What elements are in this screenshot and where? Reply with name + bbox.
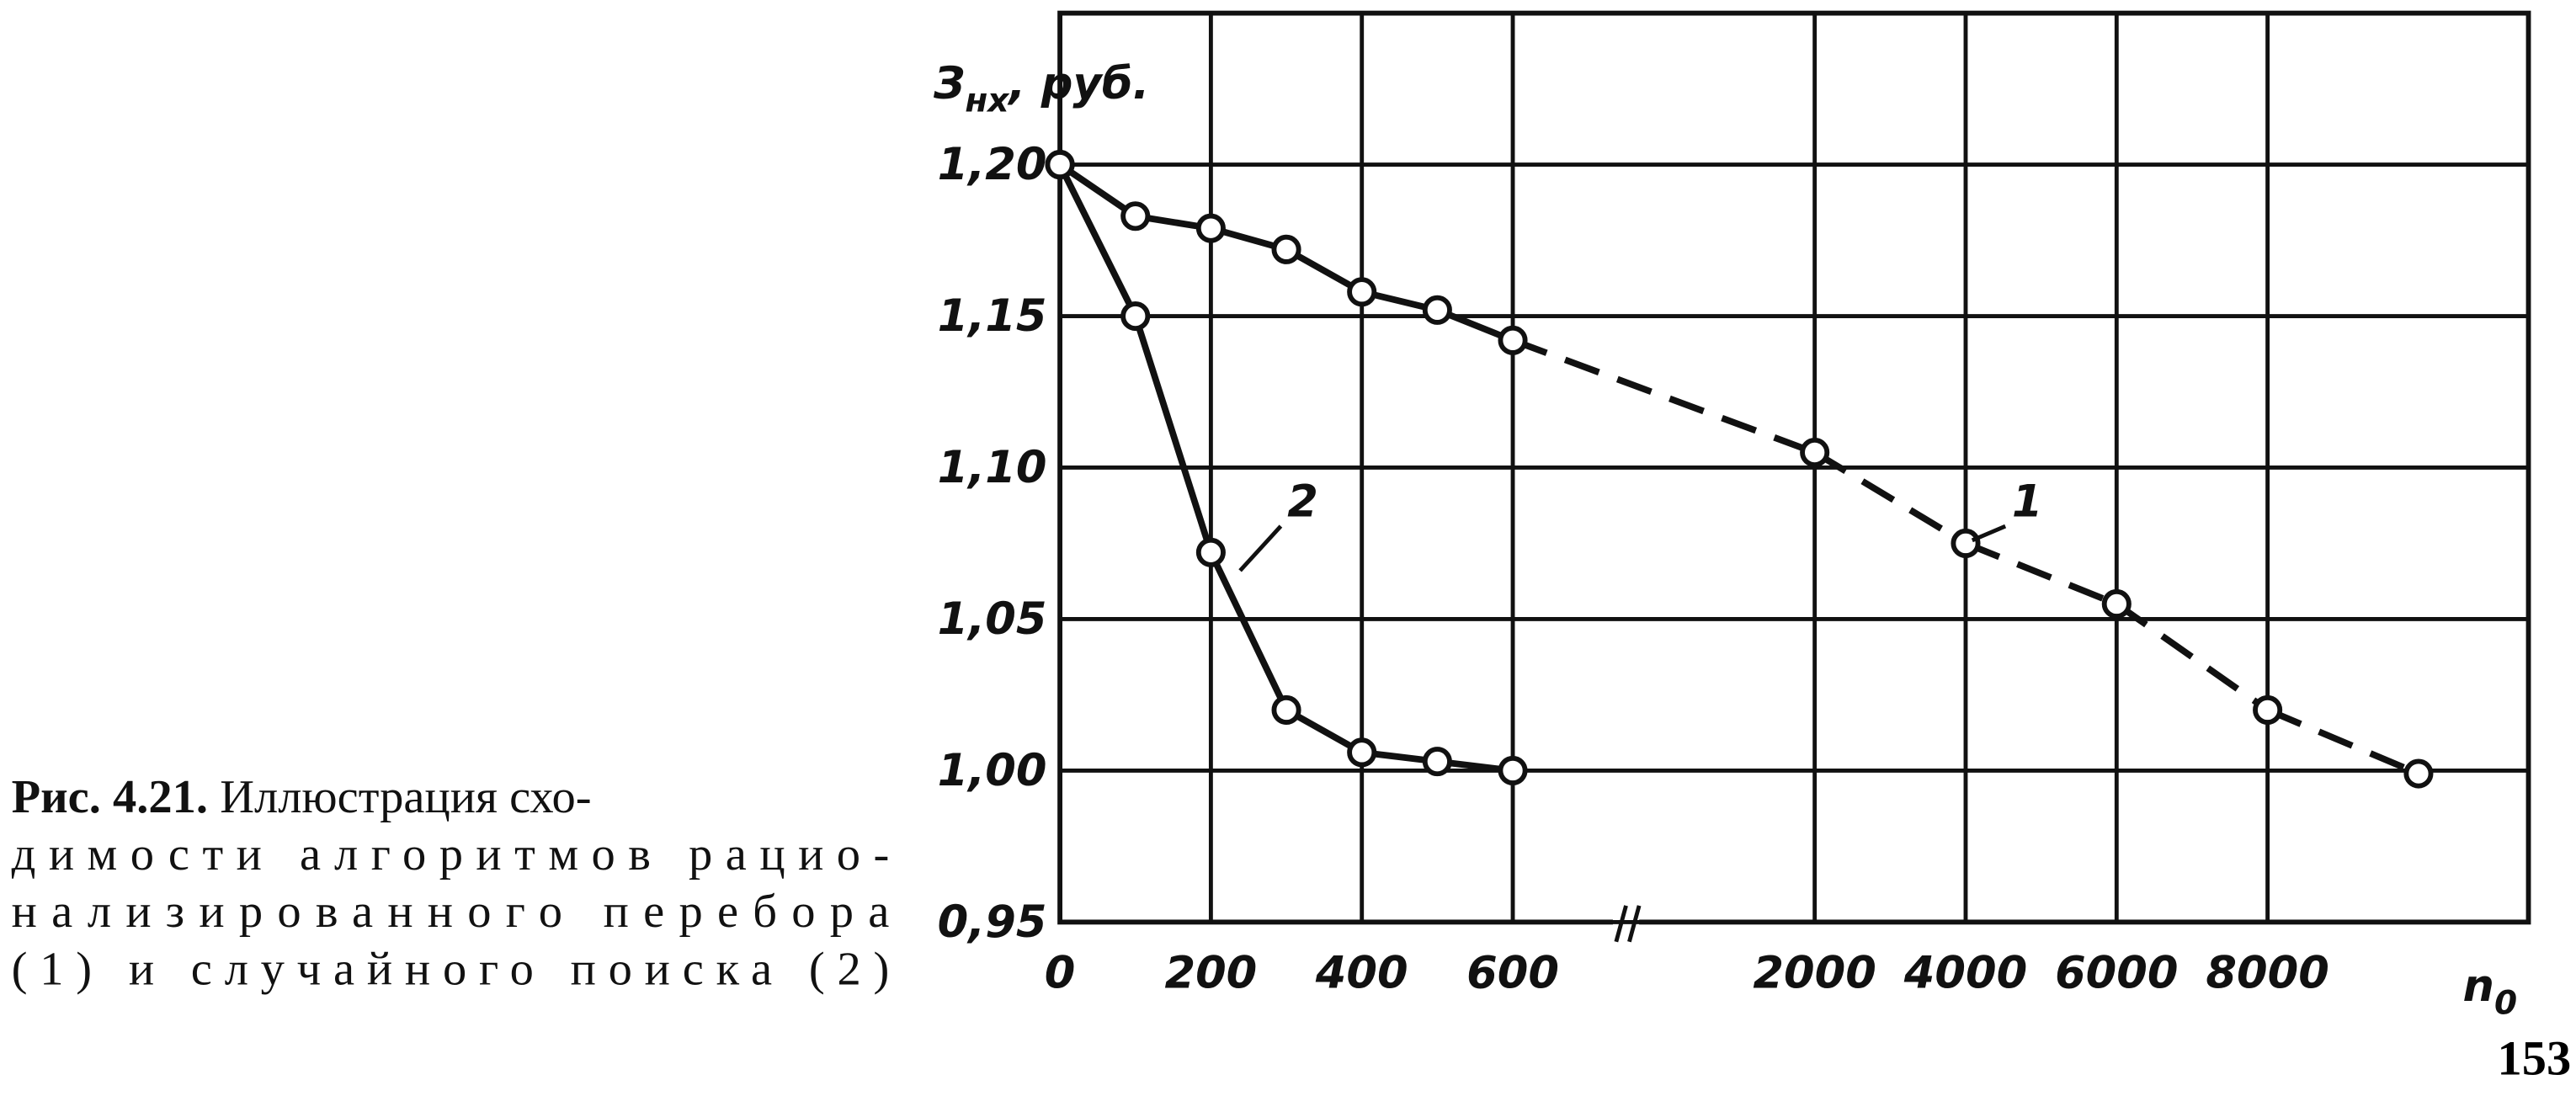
x-axis-label: n0 bbox=[2463, 960, 2518, 1023]
caption-label: Рис. 4.21. bbox=[12, 771, 208, 823]
marker bbox=[1951, 528, 1981, 559]
marker bbox=[1498, 325, 1528, 355]
y-tick-label: 1,10 bbox=[938, 442, 1047, 493]
y-label-main: З bbox=[933, 58, 965, 109]
x-tick-label: 600 bbox=[1466, 947, 1559, 998]
marker bbox=[1347, 737, 1377, 768]
marker bbox=[2101, 588, 2132, 620]
x-tick-label: 8000 bbox=[2206, 947, 2329, 998]
dashed-connector bbox=[1511, 337, 1817, 456]
marker bbox=[1271, 694, 1301, 725]
x-tick-label: 2000 bbox=[1753, 947, 1876, 998]
y-tick-label: 1,15 bbox=[938, 290, 1047, 342]
dashed-connector bbox=[2266, 706, 2420, 777]
marker bbox=[1271, 234, 1301, 264]
x-tick-label: 0 bbox=[1045, 947, 1076, 998]
marker bbox=[1422, 295, 1452, 325]
caption-line: Рис. 4.21. Иллюстрация схо- bbox=[12, 771, 592, 823]
marker bbox=[1347, 277, 1377, 307]
y-tick-label: 1,05 bbox=[938, 593, 1047, 645]
marker bbox=[1498, 755, 1528, 785]
x-label-main: n bbox=[2463, 960, 2494, 1012]
marker bbox=[2403, 758, 2434, 789]
caption: Рис. 4.21. Иллюстрация схо- димости алго… bbox=[12, 771, 890, 996]
page-number: 153 bbox=[2497, 1031, 2571, 1086]
x-tick-label: 6000 bbox=[2055, 947, 2178, 998]
marker bbox=[1195, 213, 1226, 243]
series-label: 2 bbox=[1287, 476, 1318, 527]
marker bbox=[1045, 150, 1075, 180]
marker bbox=[1120, 301, 1151, 332]
marker bbox=[1800, 437, 1830, 468]
caption-line: димости алгоритмов рацио- bbox=[12, 828, 890, 881]
x-label-sub: 0 bbox=[2494, 985, 2517, 1023]
leader-line bbox=[1238, 524, 1283, 572]
x-tick-label: 4000 bbox=[1903, 947, 2027, 998]
marker bbox=[1422, 747, 1452, 777]
y-tick-label: 0,95 bbox=[938, 896, 1047, 948]
x-tick-label: 400 bbox=[1315, 947, 1408, 998]
marker bbox=[1195, 537, 1226, 567]
caption-text: Иллюстрация схо- bbox=[220, 771, 591, 823]
dashed-connector bbox=[2115, 601, 2270, 713]
y-tick-label: 1,20 bbox=[938, 139, 1047, 190]
caption-line: (1) и случайного поиска (2) bbox=[12, 943, 890, 995]
leader-line bbox=[1971, 524, 2007, 543]
caption-line: нализированного перебора bbox=[12, 886, 890, 938]
dashed-connector bbox=[1812, 450, 1967, 546]
y-label-unit: , руб. bbox=[1007, 58, 1149, 109]
dashed-connector bbox=[1964, 540, 2118, 608]
y-axis-label: Знх, руб. bbox=[933, 58, 1149, 120]
series-label: 1 bbox=[2012, 476, 2043, 527]
y-tick-label: 1,00 bbox=[938, 745, 1047, 796]
x-tick-label: 200 bbox=[1164, 947, 1257, 998]
marker bbox=[2253, 694, 2283, 725]
y-label-sub: нх bbox=[965, 82, 1010, 120]
marker bbox=[1120, 201, 1151, 231]
